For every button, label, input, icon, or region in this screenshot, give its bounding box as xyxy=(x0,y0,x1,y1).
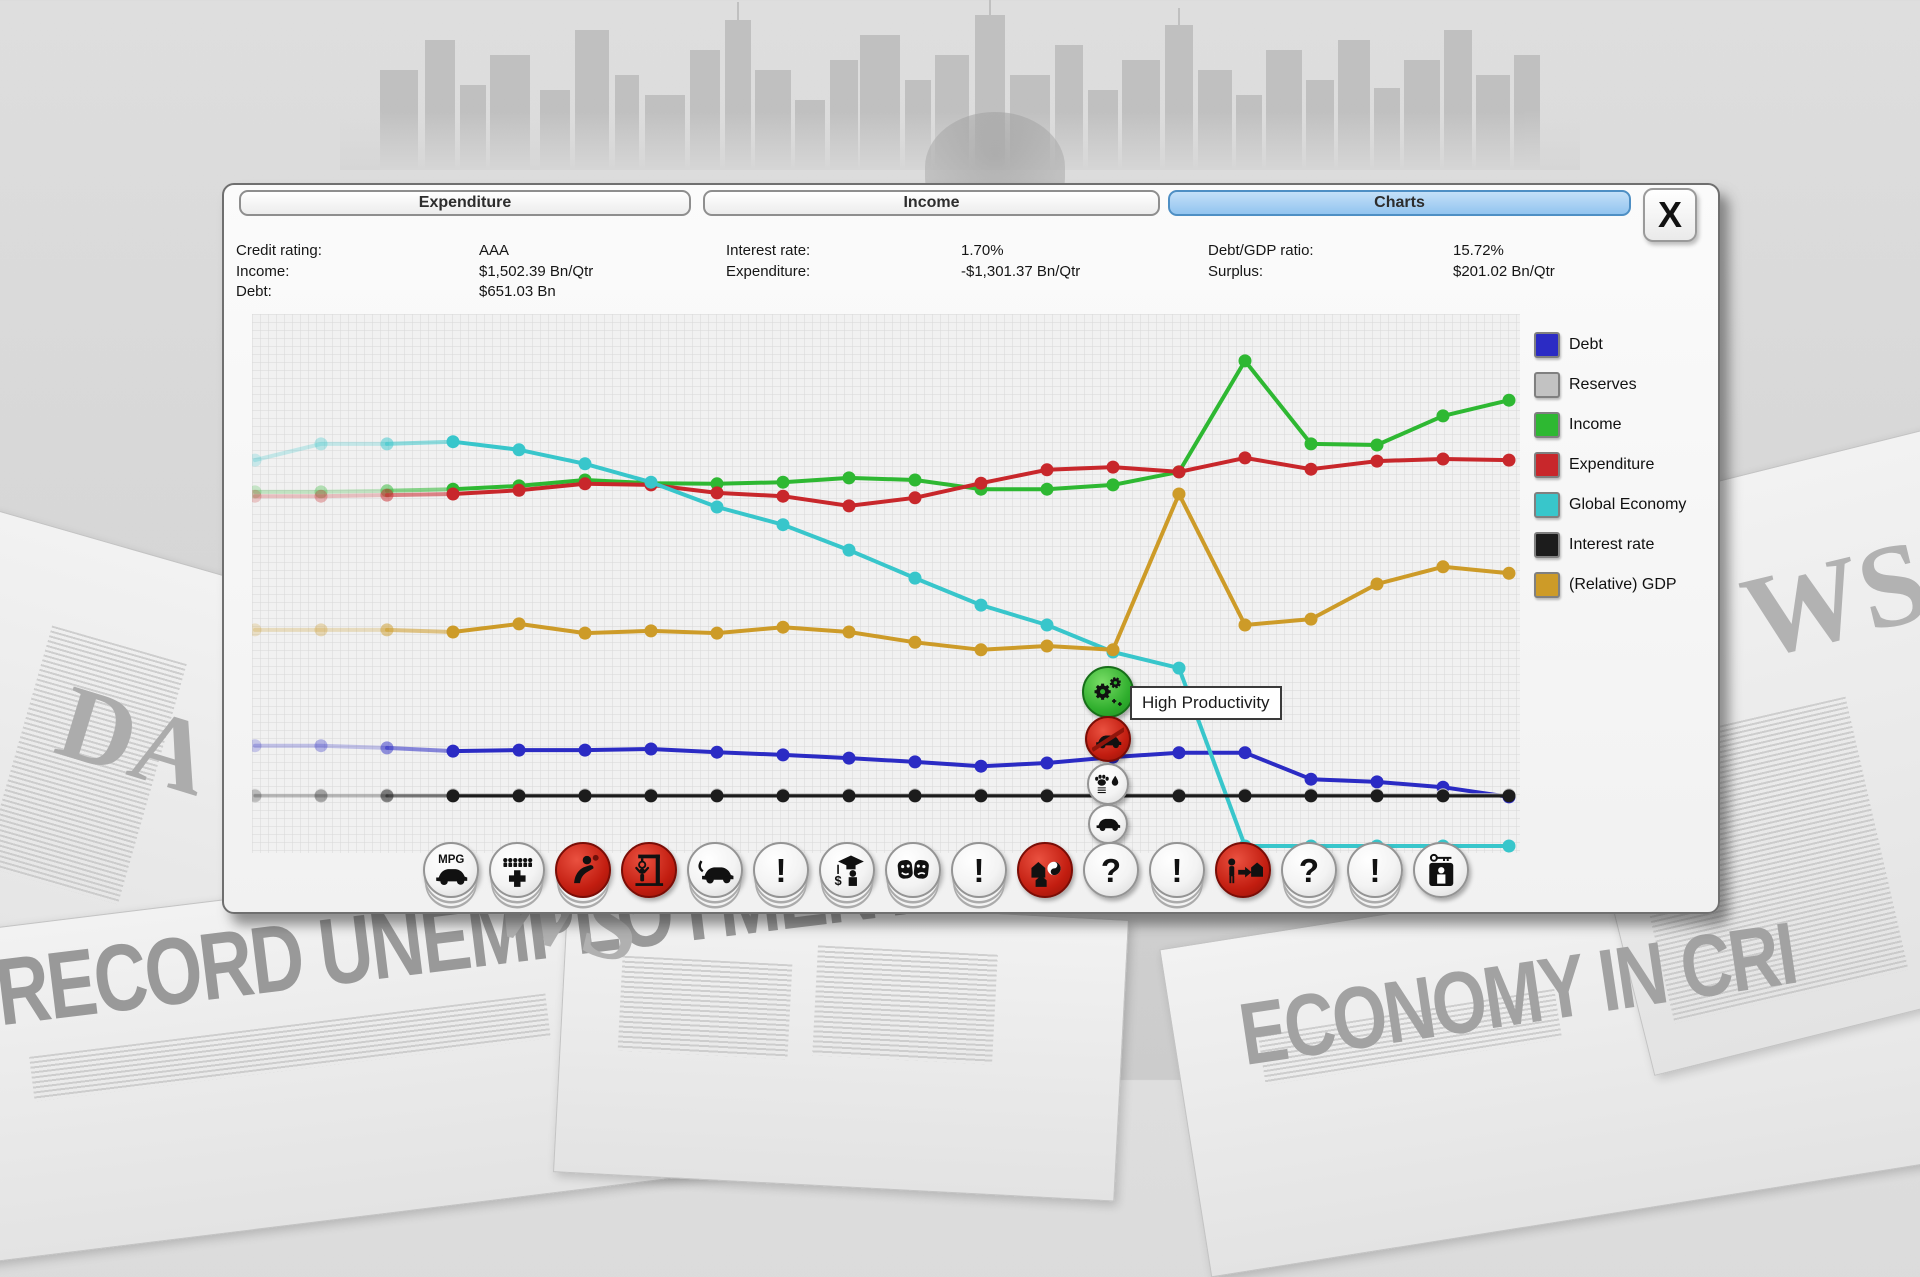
fuel-efficiency-icon[interactable]: MPG xyxy=(423,842,479,898)
question-icon: ? xyxy=(1298,851,1320,889)
accident-event-icon[interactable] xyxy=(555,842,611,898)
alert-event-icon[interactable]: ! xyxy=(1347,842,1403,898)
student-icon: $ xyxy=(834,855,864,888)
legend-label: Expenditure xyxy=(1569,456,1655,473)
tab-expenditure[interactable]: Expenditure xyxy=(239,190,691,216)
legend-label: Global Economy xyxy=(1569,496,1687,513)
stat-label: Income: xyxy=(236,262,290,280)
stat-label: Debt: xyxy=(236,283,272,300)
newsprint-column xyxy=(617,955,793,1060)
homelessness-event-icon[interactable] xyxy=(1215,842,1271,898)
legend-label: Debt xyxy=(1569,336,1603,353)
prison-icon xyxy=(1429,853,1453,886)
legend-item-expenditure[interactable]: Expenditure xyxy=(1534,452,1686,478)
legend-label: (Relative) GDP xyxy=(1569,576,1677,593)
exclamation-icon: ! xyxy=(1369,851,1381,889)
stat-value: 1.70% xyxy=(961,242,1004,259)
tab-income[interactable]: Income xyxy=(703,190,1160,216)
legend-label: Income xyxy=(1569,416,1622,433)
car-icon xyxy=(1096,818,1121,832)
homeless-icon xyxy=(1227,858,1263,883)
tow-icon xyxy=(698,860,734,884)
svg-text:$: $ xyxy=(834,873,841,888)
chart-canvas[interactable] xyxy=(248,314,1520,853)
close-button[interactable]: X xyxy=(1643,188,1697,242)
legend-item-global-economy[interactable]: Global Economy xyxy=(1534,492,1686,518)
legend-swatch xyxy=(1534,492,1560,518)
prison-key-icon[interactable] xyxy=(1413,842,1469,898)
stat-value: -$1,301.37 Bn/Qtr xyxy=(961,262,1081,280)
legend-item-reserves[interactable]: Reserves xyxy=(1534,372,1686,398)
legend-label: Reserves xyxy=(1569,376,1637,393)
gears-icon xyxy=(1094,677,1123,707)
stat-label: Surplus: xyxy=(1208,262,1264,280)
exclamation-icon: ! xyxy=(1171,851,1183,889)
event-tooltip: High Productivity xyxy=(1130,686,1282,720)
series-expenditure xyxy=(248,451,1516,513)
legend-swatch xyxy=(1534,572,1560,598)
chart-area[interactable] xyxy=(248,314,1520,853)
stat-value: 15.72% xyxy=(1453,242,1504,259)
stat-value: $651.03 Bn xyxy=(479,283,556,300)
housing-event-icon[interactable] xyxy=(1017,842,1073,898)
legend-label: Interest rate xyxy=(1569,536,1655,553)
paw-icon xyxy=(1095,774,1119,794)
housing-icon xyxy=(1031,861,1061,887)
legend-swatch xyxy=(1534,372,1560,398)
newsprint-column xyxy=(812,945,998,1065)
pollution-event-icon[interactable] xyxy=(1087,763,1129,805)
stat-value: AAA xyxy=(479,242,510,259)
accident-icon xyxy=(573,854,599,883)
stat-label: Debt/GDP ratio: xyxy=(1208,242,1314,259)
stat-label: Interest rate: xyxy=(726,242,811,259)
stat-label: Credit rating: xyxy=(236,242,322,259)
tow-car-icon[interactable] xyxy=(687,842,743,898)
exclamation-icon: ! xyxy=(775,851,787,889)
legend-swatch xyxy=(1534,532,1560,558)
series--relative-gdp xyxy=(248,487,1516,657)
legend-item-income[interactable]: Income xyxy=(1534,412,1686,438)
legend-item-debt[interactable]: Debt xyxy=(1534,332,1686,358)
mpg-icon: MPG xyxy=(435,854,467,885)
motoring-event-icon[interactable] xyxy=(1088,804,1128,844)
unknown-event-icon[interactable]: ? xyxy=(1083,842,1139,898)
legend-swatch xyxy=(1534,412,1560,438)
car-ban-event-icon[interactable] xyxy=(1085,716,1131,762)
legend-swatch xyxy=(1534,332,1560,358)
arts-masks-icon[interactable] xyxy=(885,842,941,898)
masks-icon xyxy=(897,859,929,879)
legend-item-interest-rate[interactable]: Interest rate xyxy=(1534,532,1686,558)
question-icon: ? xyxy=(1100,851,1122,889)
unknown-event-icon[interactable]: ? xyxy=(1281,842,1337,898)
series-interest-rate xyxy=(248,789,1516,803)
alert-event-icon[interactable]: ! xyxy=(753,842,809,898)
stat-label: Expenditure: xyxy=(726,262,811,280)
legend-item--relative-gdp[interactable]: (Relative) GDP xyxy=(1534,572,1686,598)
svg-text:MPG: MPG xyxy=(438,854,464,866)
student-finance-icon[interactable]: $ xyxy=(819,842,875,898)
gallows-icon xyxy=(634,854,663,886)
chart-legend: Debt Reserves Income Expenditure Global Econ… xyxy=(1534,332,1686,612)
nocar-icon xyxy=(1090,726,1126,752)
exclamation-icon: ! xyxy=(973,851,985,889)
stat-value: $1,502.39 Bn/Qtr xyxy=(479,262,594,280)
crowd-icon xyxy=(502,857,533,887)
legend-swatch xyxy=(1534,452,1560,478)
charts-window: Expenditure Income Charts X Credit ratin… xyxy=(222,183,1720,914)
alert-event-icon[interactable]: ! xyxy=(951,842,1007,898)
high-productivity-event-icon[interactable] xyxy=(1082,666,1134,718)
series-debt xyxy=(248,739,1516,804)
gallows-event-icon[interactable] xyxy=(621,842,677,898)
alert-event-icon[interactable]: ! xyxy=(1149,842,1205,898)
health-crowd-icon[interactable] xyxy=(489,842,545,898)
stat-value: $201.02 Bn/Qtr xyxy=(1453,262,1555,280)
tab-charts[interactable]: Charts xyxy=(1168,190,1631,216)
